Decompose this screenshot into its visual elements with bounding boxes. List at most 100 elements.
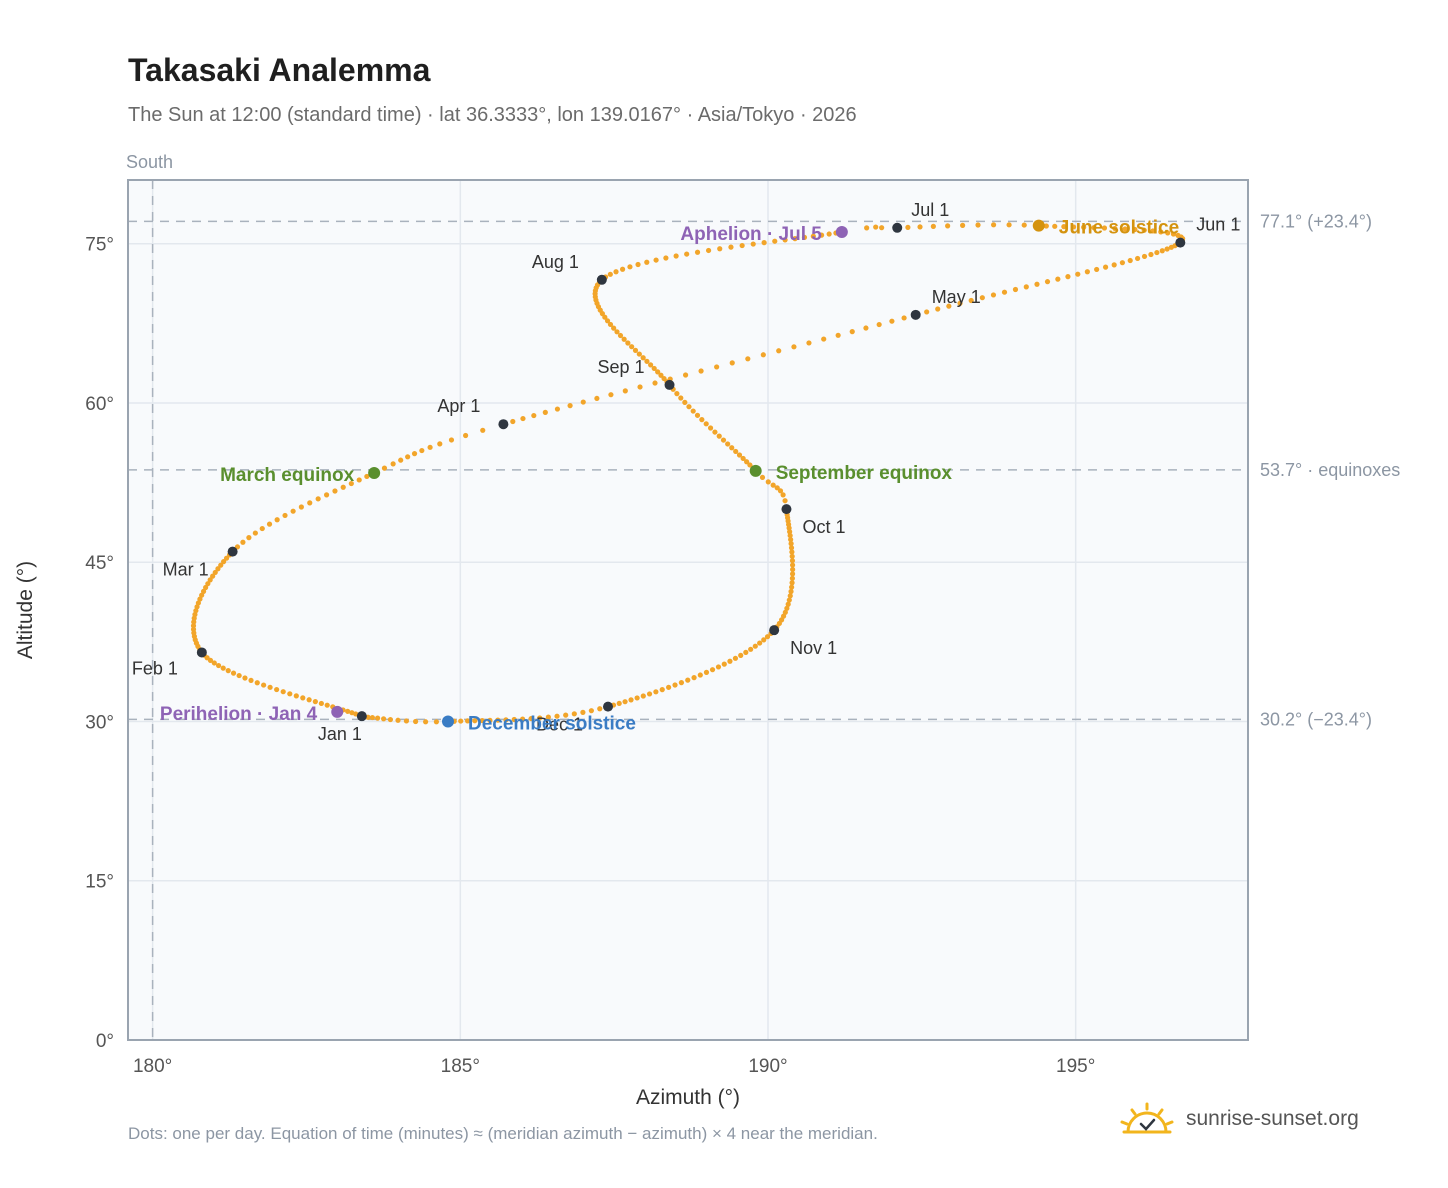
month-marker-label: Oct 1 — [802, 517, 845, 537]
daily-sun-position-dot — [381, 716, 387, 722]
daily-sun-position-dot — [230, 670, 237, 676]
daily-sun-position-dot — [979, 295, 985, 301]
daily-sun-position-dot — [759, 474, 766, 481]
daily-sun-position-dot — [697, 672, 703, 678]
daily-sun-position-dot — [1094, 266, 1100, 273]
daily-sun-position-dot — [607, 321, 614, 328]
daily-sun-position-dot — [364, 473, 370, 480]
daily-sun-position-dot — [736, 452, 743, 458]
daily-sun-position-dot — [876, 321, 882, 328]
daily-sun-position-dot — [772, 238, 778, 244]
daily-sun-position-dot — [653, 689, 659, 695]
daily-sun-position-dot — [1023, 284, 1029, 290]
daily-sun-position-dot — [390, 461, 396, 467]
month-marker-label: May 1 — [932, 287, 981, 307]
daily-sun-position-dot — [1164, 246, 1170, 252]
y-axis-title: Altitude (°) — [14, 561, 37, 659]
daily-sun-position-dot — [413, 718, 419, 725]
daily-sun-position-dot — [324, 702, 330, 708]
daily-sun-position-dot — [960, 222, 966, 228]
daily-sun-position-dot — [709, 667, 716, 673]
daily-sun-position-dot — [682, 372, 689, 378]
daily-sun-position-dot — [789, 575, 795, 581]
daily-sun-position-dot — [694, 249, 701, 255]
daily-sun-position-dot — [721, 661, 727, 667]
daily-sun-position-dot — [280, 689, 286, 695]
daily-sun-position-dot — [215, 566, 221, 572]
daily-sun-position-dot — [503, 717, 509, 723]
daily-sun-position-dot — [298, 504, 304, 510]
brand[interactable]: sunrise-sunset.org — [1120, 1102, 1359, 1136]
daily-sun-position-dot — [818, 232, 825, 238]
daily-sun-position-dot — [537, 715, 543, 721]
daily-sun-position-dot — [621, 336, 627, 342]
daily-sun-position-dot — [917, 224, 923, 230]
daily-sun-position-dot — [727, 658, 733, 664]
daily-sun-position-dot — [274, 686, 280, 693]
daily-sun-position-dot — [1001, 289, 1008, 295]
daily-sun-position-dot — [597, 706, 603, 712]
daily-sun-position-dot — [306, 697, 312, 703]
daily-sun-position-dot — [1044, 279, 1051, 285]
daily-sun-position-dot — [199, 592, 205, 598]
daily-sun-position-dot — [757, 640, 763, 646]
month-marker — [196, 647, 207, 658]
daily-sun-position-dot — [252, 530, 258, 536]
daily-sun-position-dot — [266, 521, 273, 527]
daily-sun-position-dot — [542, 409, 548, 415]
daily-sun-position-dot — [240, 539, 246, 545]
event-marker — [331, 705, 344, 718]
daily-sun-position-dot — [207, 577, 213, 583]
daily-sun-position-dot — [348, 480, 354, 487]
daily-sun-position-dot — [1148, 251, 1154, 258]
daily-sun-position-dot — [448, 437, 455, 443]
daily-sun-position-dot — [318, 700, 324, 707]
sun-logo-icon — [1120, 1102, 1174, 1134]
daily-sun-position-dot — [748, 646, 754, 652]
event-label: Aphelion · Jul 5 — [680, 224, 822, 245]
daily-sun-position-dot — [750, 241, 756, 247]
daily-sun-position-dot — [698, 368, 704, 374]
daily-sun-position-dot — [784, 605, 790, 611]
plot-area — [128, 180, 1248, 1040]
daily-sun-position-dot — [369, 714, 375, 721]
daily-sun-position-dot — [1065, 274, 1071, 280]
daily-sun-position-dot — [563, 712, 569, 718]
daily-sun-position-dot — [211, 660, 217, 666]
daily-sun-position-dot — [479, 717, 485, 724]
daily-sun-position-dot — [789, 558, 796, 564]
daily-sun-position-dot — [699, 417, 705, 423]
daily-sun-position-dot — [427, 444, 433, 450]
daily-sun-position-dot — [625, 340, 631, 346]
event-label: June solstice — [1059, 218, 1179, 239]
month-marker — [892, 222, 903, 233]
daily-sun-position-dot — [770, 482, 776, 488]
daily-sun-position-dot — [678, 680, 685, 686]
daily-sun-position-dot — [398, 457, 404, 463]
daily-sun-position-dot — [682, 399, 688, 405]
daily-sun-position-dot — [644, 358, 650, 364]
daily-sun-position-dot — [248, 677, 254, 684]
daily-sun-position-dot — [627, 264, 633, 270]
daily-sun-position-dot — [790, 566, 796, 573]
daily-sun-position-dot — [785, 601, 791, 607]
daily-sun-position-dot — [864, 225, 870, 231]
daily-sun-position-dot — [873, 224, 879, 230]
month-marker-label: Apr 1 — [437, 396, 480, 416]
daily-sun-position-dot — [744, 459, 750, 465]
daily-sun-position-dot — [788, 588, 794, 595]
daily-sun-position-dot — [197, 596, 203, 602]
daily-sun-position-dot — [242, 675, 248, 681]
reference-line-label: 30.2° (−23.4°) — [1260, 709, 1372, 729]
daily-sun-position-dot — [968, 297, 974, 304]
daily-sun-position-dot — [765, 479, 771, 485]
daily-sun-position-dot — [686, 404, 692, 410]
daily-sun-position-dot — [1061, 224, 1067, 230]
daily-sun-position-dot — [1158, 229, 1164, 235]
daily-sun-position-dot — [729, 360, 735, 366]
daily-sun-position-dot — [780, 492, 786, 498]
daily-sun-position-dot — [712, 429, 718, 435]
daily-sun-position-dot — [1034, 281, 1040, 287]
daily-sun-position-dot — [761, 240, 767, 246]
daily-sun-position-dot — [651, 365, 657, 372]
